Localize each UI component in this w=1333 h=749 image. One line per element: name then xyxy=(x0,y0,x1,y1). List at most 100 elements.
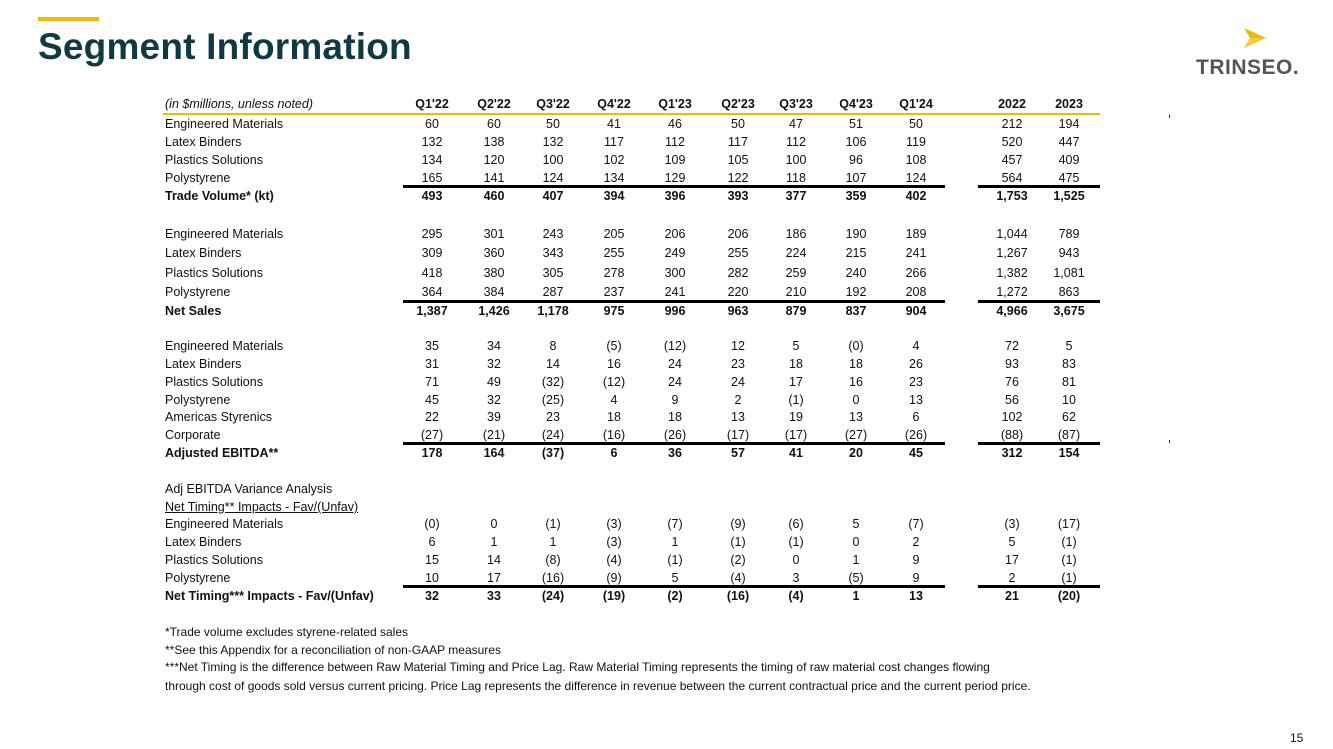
total-rule xyxy=(978,442,1100,445)
total-cell: 33 xyxy=(487,589,501,603)
footnote: through cost of goods sold versus curren… xyxy=(165,679,1031,693)
table-cell: 206 xyxy=(727,227,749,241)
trinseo-logo: TRINSEO. xyxy=(1190,26,1310,86)
table-cell: (21) xyxy=(482,428,506,442)
table-cell: 287 xyxy=(542,285,564,299)
table-cell: 5 xyxy=(792,339,800,353)
table-cell: 60 xyxy=(425,117,439,131)
table-cell: 863 xyxy=(1058,285,1080,299)
table-cell: (24) xyxy=(541,428,565,442)
column-header: 2022 xyxy=(998,97,1026,111)
table-cell: 32 xyxy=(487,357,501,371)
table-cell: 241 xyxy=(905,246,927,260)
table-cell: 943 xyxy=(1058,246,1080,260)
total-cell: (2) xyxy=(667,589,683,603)
table-cell: 418 xyxy=(421,266,443,280)
row-label: Polystyrene xyxy=(165,571,231,585)
row-label: Plastics Solutions xyxy=(165,553,263,567)
total-cell: (20) xyxy=(1057,589,1081,603)
total-cell: 396 xyxy=(664,189,686,203)
table-cell: 83 xyxy=(1062,357,1076,371)
table-cell: 50 xyxy=(909,117,923,131)
table-cell: 1 xyxy=(852,553,860,567)
total-cell: 460 xyxy=(483,189,505,203)
table-cell: (16) xyxy=(602,428,626,442)
row-label: Engineered Materials xyxy=(165,339,284,353)
table-cell: 72 xyxy=(1005,339,1019,353)
table-cell: 81 xyxy=(1062,375,1076,389)
total-cell: 178 xyxy=(421,446,443,460)
table-cell: 206 xyxy=(664,227,686,241)
table-cell: (0) xyxy=(848,339,864,353)
total-cell: 837 xyxy=(845,304,867,318)
table-cell: 2 xyxy=(912,535,920,549)
table-cell: 132 xyxy=(421,135,443,149)
table-cell: 129 xyxy=(664,171,686,185)
table-cell: 13 xyxy=(849,410,863,424)
table-cell: 23 xyxy=(731,357,745,371)
table-cell: 9 xyxy=(671,393,679,407)
table-cell: (4) xyxy=(730,571,746,585)
table-cell: 2 xyxy=(1008,571,1016,585)
table-cell: (1) xyxy=(1061,535,1077,549)
table-cell: 10 xyxy=(425,571,439,585)
row-label: Latex Binders xyxy=(165,246,242,260)
total-cell: 41 xyxy=(789,446,803,460)
table-cell: 300 xyxy=(664,266,686,280)
table-cell: 117 xyxy=(604,135,624,149)
table-cell: 118 xyxy=(786,171,806,185)
table-cell: (8) xyxy=(545,553,561,567)
table-cell: 789 xyxy=(1058,227,1080,241)
table-cell: 5 xyxy=(852,517,860,531)
table-cell: 305 xyxy=(542,266,564,280)
table-cell: 295 xyxy=(421,227,443,241)
table-cell: 15 xyxy=(425,553,439,567)
table-cell: (26) xyxy=(663,428,687,442)
total-cell: 6 xyxy=(610,446,618,460)
table-cell: (27) xyxy=(420,428,444,442)
table-cell: 0 xyxy=(852,393,860,407)
total-cell: (19) xyxy=(602,589,626,603)
unit-note: (in $millions, unless noted) xyxy=(165,97,313,111)
table-cell: 106 xyxy=(845,135,867,149)
table-cell: 309 xyxy=(421,246,443,260)
table-cell: 50 xyxy=(731,117,745,131)
total-cell: 3,675 xyxy=(1053,304,1085,318)
table-cell: 18 xyxy=(789,357,803,371)
table-cell: 564 xyxy=(1001,171,1023,185)
table-cell: 96 xyxy=(849,153,863,167)
total-cell: 32 xyxy=(425,589,439,603)
total-row-label: Net Timing*** Impacts - Fav/(Unfav) xyxy=(165,589,374,603)
table-cell: (87) xyxy=(1057,428,1081,442)
table-cell: 249 xyxy=(664,246,686,260)
total-cell: 36 xyxy=(668,446,682,460)
table-cell: 0 xyxy=(490,517,498,531)
table-cell: (1) xyxy=(788,535,804,549)
table-cell: (7) xyxy=(667,517,683,531)
total-cell: 21 xyxy=(1005,589,1019,603)
table-cell: (3) xyxy=(1004,517,1020,531)
total-cell: 359 xyxy=(845,189,867,203)
table-cell: 14 xyxy=(546,357,560,371)
table-cell: 45 xyxy=(425,393,439,407)
table-cell: 16 xyxy=(607,357,621,371)
column-header: Q4'23 xyxy=(839,97,873,111)
table-cell: 47 xyxy=(789,117,803,131)
table-cell: 105 xyxy=(727,153,749,167)
table-cell: 134 xyxy=(421,153,443,167)
table-cell: 1 xyxy=(490,535,498,549)
slide-mark xyxy=(1169,115,1170,118)
table-cell: 1,081 xyxy=(1053,266,1085,280)
table-cell: 24 xyxy=(731,375,745,389)
table-cell: 5 xyxy=(671,571,679,585)
table-cell: 112 xyxy=(786,135,806,149)
total-cell: 1,525 xyxy=(1053,189,1085,203)
column-header: 2023 xyxy=(1055,97,1083,111)
table-cell: 49 xyxy=(487,375,501,389)
column-header: Q3'23 xyxy=(779,97,813,111)
table-cell: (5) xyxy=(848,571,864,585)
table-cell: (12) xyxy=(663,339,687,353)
table-cell: 4 xyxy=(610,393,618,407)
table-cell: (1) xyxy=(1061,571,1077,585)
table-cell: 41 xyxy=(607,117,621,131)
